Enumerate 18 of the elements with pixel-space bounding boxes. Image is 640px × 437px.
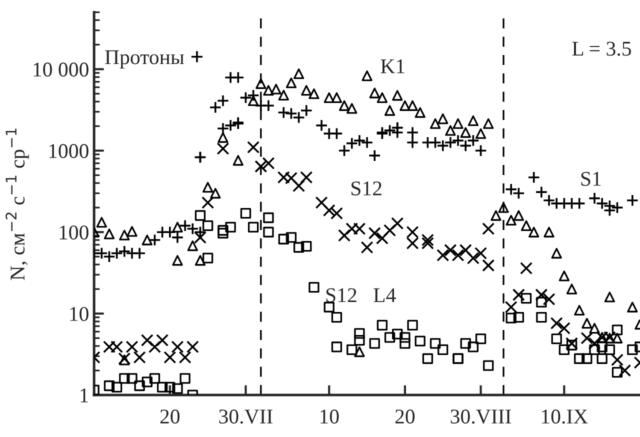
annotation: S12 L4 [326,288,396,302]
annotation: L = 3.5 [572,42,631,56]
annotation: K1 [380,59,404,74]
x-tick-label: 20 [160,410,180,424]
legend-label: Протоны [105,50,184,68]
y-axis-title: N, см$^{−2}$ с$^{−1}$ ср$^{−1}$ [6,128,29,280]
x-tick-label: 30.VII [219,410,272,424]
y-tick-label: 10 [70,306,88,322]
annotation: S12 [352,181,382,196]
annotation: S1 [581,172,601,186]
x-tick-label: 30.VIII [450,410,511,424]
x-tick-label: 20 [395,410,415,424]
y-tick-label: 100 [60,225,88,240]
y-tick-label: 10 000 [34,62,88,77]
x-tick-label: 10 [320,410,339,424]
y-tick-label: 1 [80,388,88,402]
x-tick-label: 10.IX [542,410,588,424]
y-tick-label: 1000 [49,144,88,158]
